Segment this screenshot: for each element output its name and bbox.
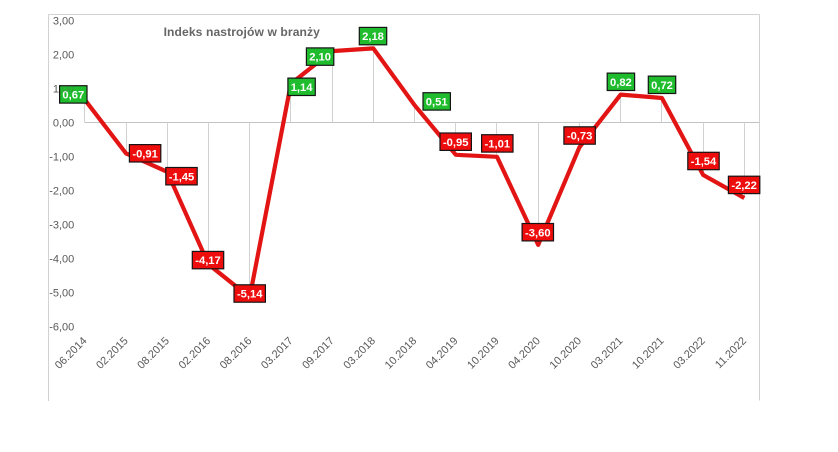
svg-text:-6,00: -6,00	[49, 321, 74, 333]
svg-text:-0,73: -0,73	[567, 131, 593, 143]
svg-text:1,14: 1,14	[291, 82, 314, 94]
svg-text:Indeks nastrojów w branży: Indeks nastrojów w branży	[164, 25, 321, 39]
svg-text:-1,54: -1,54	[691, 156, 717, 168]
svg-text:0,51: 0,51	[426, 97, 448, 109]
svg-text:-1,00: -1,00	[49, 151, 74, 163]
svg-text:-4,17: -4,17	[195, 255, 221, 267]
svg-text:-5,00: -5,00	[49, 287, 74, 299]
svg-text:-0,91: -0,91	[132, 148, 158, 160]
svg-text:3,00: 3,00	[53, 15, 74, 27]
svg-text:0,72: 0,72	[651, 80, 673, 92]
svg-text:0,00: 0,00	[53, 117, 74, 129]
svg-text:-2,22: -2,22	[731, 180, 757, 192]
svg-text:-3,00: -3,00	[49, 219, 74, 231]
svg-text:-5,14: -5,14	[237, 289, 263, 301]
svg-text:-1,01: -1,01	[485, 139, 511, 151]
svg-text:0,67: 0,67	[62, 90, 84, 102]
svg-text:-3,60: -3,60	[525, 227, 551, 239]
svg-text:-2,00: -2,00	[49, 185, 74, 197]
svg-text:2,10: 2,10	[309, 52, 331, 64]
svg-text:2,00: 2,00	[53, 49, 74, 61]
svg-text:,00: ,00	[59, 83, 74, 95]
svg-text:-4,00: -4,00	[49, 253, 74, 265]
svg-text:-0,95: -0,95	[443, 137, 469, 149]
svg-text:-1,45: -1,45	[169, 171, 195, 183]
svg-text:2,18: 2,18	[362, 31, 384, 43]
svg-text:0,82: 0,82	[610, 77, 632, 89]
